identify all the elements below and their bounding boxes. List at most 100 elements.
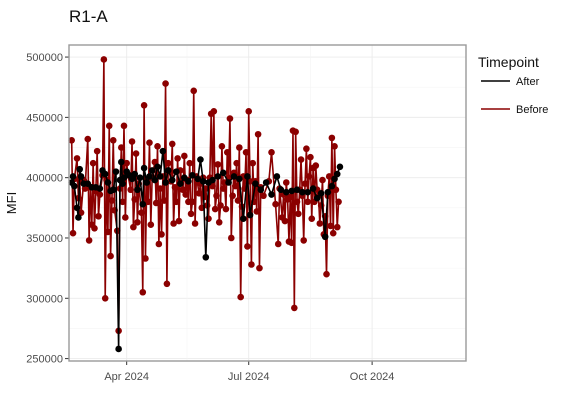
data-point-after bbox=[77, 173, 85, 180]
data-point-after bbox=[139, 200, 147, 208]
data-point-before bbox=[104, 228, 112, 236]
data-point-after bbox=[146, 173, 153, 180]
data-point-after bbox=[118, 158, 125, 166]
data-point-before bbox=[109, 136, 117, 144]
data-point-before bbox=[325, 173, 333, 180]
data-point-before bbox=[249, 159, 257, 167]
data-point-after bbox=[252, 180, 259, 187]
data-point-after bbox=[282, 188, 290, 196]
data-point-before bbox=[293, 198, 301, 206]
data-point-after bbox=[71, 182, 78, 190]
data-point-before bbox=[122, 214, 129, 221]
data-point-before bbox=[179, 186, 187, 194]
data-point-before bbox=[229, 192, 236, 200]
data-point-after bbox=[119, 180, 126, 187]
data-point-before bbox=[253, 208, 261, 215]
data-point-before bbox=[146, 139, 153, 146]
data-point-before bbox=[85, 237, 93, 244]
y-tick-label: 450000 bbox=[26, 112, 63, 124]
data-point-before bbox=[300, 237, 308, 244]
data-point-before bbox=[123, 159, 130, 167]
series-after bbox=[68, 147, 344, 353]
data-point-after bbox=[333, 170, 341, 178]
data-point-before bbox=[164, 159, 172, 167]
data-point-before bbox=[214, 161, 222, 168]
data-point-after bbox=[73, 204, 81, 212]
data-point-before bbox=[254, 130, 262, 138]
data-point-after bbox=[197, 156, 204, 163]
data-point-after bbox=[148, 167, 156, 174]
data-point-before bbox=[128, 138, 136, 145]
data-point-after bbox=[209, 176, 216, 184]
data-point-before bbox=[140, 102, 148, 109]
data-point-after bbox=[246, 211, 254, 219]
data-point-before bbox=[301, 180, 309, 187]
data-point-before bbox=[291, 304, 298, 312]
data-point-before bbox=[282, 179, 290, 186]
data-point-before bbox=[105, 122, 113, 130]
data-point-before bbox=[219, 185, 227, 192]
data-point-before bbox=[210, 108, 218, 115]
data-point-after bbox=[128, 175, 136, 183]
data-point-before bbox=[211, 205, 219, 213]
data-point-before bbox=[170, 220, 177, 227]
y-tick-label: 400000 bbox=[26, 173, 63, 185]
data-point-after bbox=[136, 174, 144, 181]
data-point-before bbox=[171, 184, 179, 191]
data-point-before bbox=[303, 145, 310, 153]
x-tick-label: Jul 2024 bbox=[228, 371, 270, 383]
data-point-after bbox=[299, 188, 306, 196]
x-tick-label: Oct 2024 bbox=[350, 371, 395, 383]
data-point-before bbox=[100, 56, 108, 63]
data-point-before bbox=[120, 122, 128, 130]
data-point-before bbox=[134, 219, 141, 226]
data-point-before bbox=[260, 192, 267, 200]
data-point-after bbox=[328, 182, 336, 190]
data-point-before bbox=[233, 159, 240, 167]
data-point-after bbox=[288, 187, 295, 195]
data-point-before bbox=[142, 255, 149, 262]
data-point-after bbox=[225, 179, 232, 186]
data-point-after bbox=[159, 147, 167, 155]
data-point-before bbox=[108, 197, 116, 204]
data-point-after bbox=[321, 233, 329, 241]
data-point-before bbox=[173, 198, 180, 206]
data-point-before bbox=[304, 198, 312, 206]
legend-label-after: After bbox=[516, 76, 540, 88]
data-point-before bbox=[151, 158, 159, 166]
data-point-before bbox=[256, 264, 263, 272]
data-point-before bbox=[288, 239, 295, 247]
data-point-after bbox=[304, 188, 312, 196]
data-point-before bbox=[132, 150, 140, 157]
data-point-before bbox=[217, 202, 224, 209]
data-point-after bbox=[115, 345, 122, 353]
data-point-after bbox=[164, 167, 172, 174]
data-point-before bbox=[312, 162, 320, 169]
data-point-after bbox=[109, 186, 117, 194]
data-point-before bbox=[222, 205, 230, 213]
data-point-before bbox=[292, 128, 299, 136]
data-point-after bbox=[189, 171, 196, 179]
data-point-before bbox=[168, 140, 176, 148]
data-point-after bbox=[236, 175, 243, 183]
data-point-before bbox=[189, 198, 196, 206]
data-point-before bbox=[130, 223, 137, 231]
data-point-before bbox=[213, 192, 220, 200]
data-point-after bbox=[69, 173, 77, 180]
y-tick-label: 300000 bbox=[26, 293, 63, 305]
data-point-after bbox=[112, 168, 120, 175]
data-point-before bbox=[96, 191, 104, 198]
data-point-before bbox=[182, 191, 189, 198]
data-point-before bbox=[232, 182, 239, 190]
data-point-before bbox=[84, 135, 92, 143]
data-point-before bbox=[226, 115, 234, 122]
data-point-before bbox=[138, 209, 145, 216]
data-point-before bbox=[236, 144, 243, 151]
data-point-before bbox=[268, 149, 275, 156]
y-tick-label: 250000 bbox=[26, 354, 63, 366]
data-point-before bbox=[101, 294, 109, 302]
data-point-after bbox=[214, 173, 222, 180]
data-point-before bbox=[127, 186, 134, 194]
data-point-before bbox=[77, 209, 85, 216]
data-point-after bbox=[168, 176, 176, 184]
